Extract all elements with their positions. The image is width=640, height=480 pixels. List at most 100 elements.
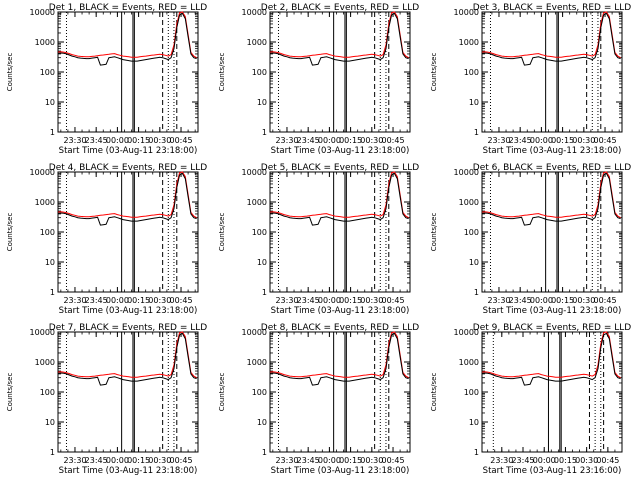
series-line-red [481, 11, 621, 59]
y-tick-label: 10000 [30, 168, 55, 177]
y-tick-label: 10 [469, 98, 479, 107]
x-tick-label: 00:45 [596, 456, 619, 465]
y-tick-label: 1 [50, 288, 55, 297]
x-tick-label: 00:45 [169, 296, 192, 305]
y-axis-label: Counts/sec [218, 53, 226, 92]
x-tick-label: 00:45 [169, 136, 192, 145]
x-tick-label: 23:30 [487, 136, 510, 145]
x-tick-label: 00:15 [339, 456, 362, 465]
y-tick-label: 10 [45, 418, 55, 427]
x-tick-label: 00:45 [381, 456, 404, 465]
y-tick-label: 100 [464, 228, 479, 237]
y-tick-label: 1000 [247, 38, 267, 47]
series-line-black [57, 172, 197, 226]
x-tick-label: 00:30 [360, 136, 383, 145]
x-axis-label: Start Time (03-Aug-11 23:18:00) [483, 146, 622, 156]
x-tick-label: 23:30 [275, 296, 298, 305]
chart-title: Det 2, BLACK = Events, RED = LLD [261, 3, 420, 13]
x-tick-label: 00:00 [530, 296, 553, 305]
y-tick-label: 1 [474, 448, 479, 457]
y-tick-label: 1000 [35, 358, 55, 367]
series-line-red [57, 11, 197, 59]
y-axis-label: Counts/sec [430, 213, 438, 252]
series-line-black [57, 332, 197, 386]
y-axis-label: Counts/sec [6, 373, 14, 412]
y-tick-label: 1000 [459, 198, 479, 207]
x-tick-label: 00:00 [318, 296, 341, 305]
y-tick-label: 10 [257, 418, 267, 427]
y-tick-label: 100 [252, 228, 267, 237]
y-tick-label: 10000 [30, 328, 55, 337]
y-tick-label: 1 [474, 128, 479, 137]
series-line-red [57, 171, 197, 219]
chart-title: Det 6, BLACK = Events, RED = LLD [473, 163, 632, 173]
x-tick-label: 00:00 [106, 456, 129, 465]
y-tick-label: 1 [474, 288, 479, 297]
series-line-red [481, 171, 621, 219]
y-tick-label: 10 [257, 98, 267, 107]
x-tick-label: 23:45 [297, 456, 320, 465]
y-tick-label: 10000 [454, 328, 479, 337]
x-tick-label: 00:15 [339, 296, 362, 305]
y-tick-label: 1000 [35, 38, 55, 47]
chart-panel-9: Det 9, BLACK = Events, RED = LLD Counts/s… [430, 323, 631, 476]
y-tick-label: 100 [40, 388, 55, 397]
x-tick-label: 00:30 [575, 456, 598, 465]
y-axis-label: Counts/sec [6, 213, 14, 252]
y-tick-label: 10 [45, 258, 55, 267]
chart-title: Det 4, BLACK = Events, RED = LLD [49, 163, 208, 173]
x-axis-label: Start Time (03-Aug-11 23:18:00) [483, 306, 622, 316]
y-tick-label: 1 [262, 288, 267, 297]
y-tick-label: 10000 [242, 168, 267, 177]
x-tick-label: 00:00 [318, 136, 341, 145]
series-line-red [481, 331, 621, 379]
x-tick-label: 23:30 [490, 456, 513, 465]
y-tick-label: 100 [252, 388, 267, 397]
y-tick-label: 1000 [35, 198, 55, 207]
series-line-red [269, 331, 409, 379]
x-tick-label: 00:30 [148, 136, 171, 145]
x-tick-label: 00:15 [551, 296, 574, 305]
x-tick-label: 23:30 [275, 136, 298, 145]
y-tick-label: 10000 [242, 8, 267, 17]
x-tick-label: 00:00 [106, 296, 129, 305]
x-tick-label: 00:00 [318, 456, 341, 465]
x-tick-label: 23:45 [85, 136, 108, 145]
chart-title: Det 5, BLACK = Events, RED = LLD [261, 163, 420, 173]
chart-title: Det 9, BLACK = Events, RED = LLD [473, 323, 632, 333]
chart-panel-5: Det 5, BLACK = Events, RED = LLD Counts/s… [218, 163, 419, 316]
x-tick-label: 00:00 [530, 136, 553, 145]
chart-panel-2: Det 2, BLACK = Events, RED = LLD Counts/s… [218, 3, 419, 156]
y-tick-label: 10000 [242, 328, 267, 337]
x-tick-label: 00:15 [551, 136, 574, 145]
x-tick-label: 00:45 [381, 296, 404, 305]
y-tick-label: 1000 [459, 358, 479, 367]
x-axis-label: Start Time (03-Aug-11 23:18:00) [59, 466, 198, 476]
y-tick-label: 1 [50, 448, 55, 457]
chart-title: Det 8, BLACK = Events, RED = LLD [261, 323, 420, 333]
x-tick-label: 00:15 [339, 136, 362, 145]
x-axis-label: Start Time (03-Aug-11 23:18:00) [271, 306, 410, 316]
series-line-red [57, 331, 197, 379]
y-tick-label: 1000 [247, 358, 267, 367]
y-tick-label: 100 [40, 228, 55, 237]
x-tick-label: 00:15 [554, 456, 577, 465]
y-tick-label: 100 [252, 68, 267, 77]
x-axis-label: Start Time (03-Aug-11 23:18:00) [59, 146, 198, 156]
series-line-black [269, 172, 409, 226]
chart-panel-3: Det 3, BLACK = Events, RED = LLD Counts/s… [430, 3, 631, 156]
x-tick-label: 00:15 [127, 456, 150, 465]
x-tick-label: 00:30 [360, 296, 383, 305]
x-tick-label: 00:00 [533, 456, 556, 465]
y-tick-label: 100 [464, 68, 479, 77]
y-axis-label: Counts/sec [218, 213, 226, 252]
y-tick-label: 10000 [30, 8, 55, 17]
chart-panel-4: Det 4, BLACK = Events, RED = LLD Counts/s… [6, 163, 207, 316]
series-line-red [269, 171, 409, 219]
x-axis-label: Start Time (03-Aug-11 23:16:00) [483, 466, 622, 476]
x-tick-label: 23:45 [297, 136, 320, 145]
y-tick-label: 100 [40, 68, 55, 77]
y-tick-label: 1 [50, 128, 55, 137]
x-tick-label: 00:15 [127, 296, 150, 305]
